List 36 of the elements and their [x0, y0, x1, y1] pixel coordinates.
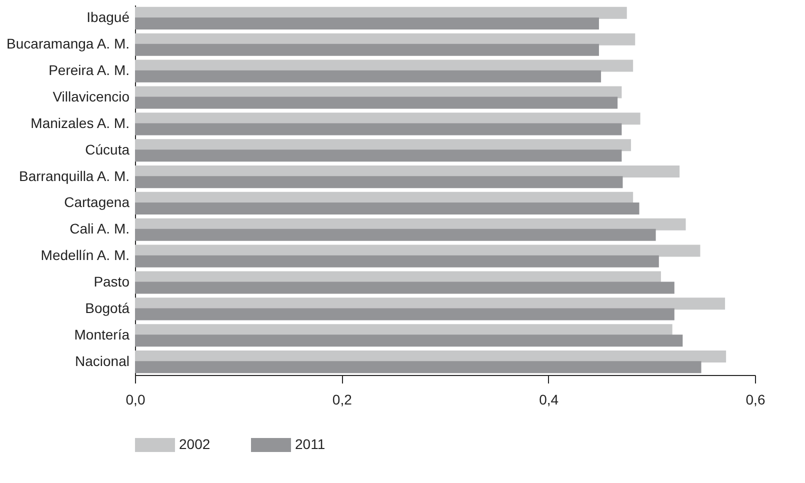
legend-label: 2011	[295, 436, 326, 452]
bar	[135, 334, 683, 347]
bar	[135, 361, 702, 374]
x-tick-label: 0,0	[126, 392, 146, 408]
y-tick-label: Montería	[74, 326, 130, 342]
x-tick-label: 0,2	[332, 392, 352, 408]
y-tick-label: Barranquilla A. M.	[19, 168, 130, 184]
bar	[135, 202, 640, 214]
y-tick-label: Bogotá	[85, 300, 130, 316]
bar	[135, 86, 622, 98]
y-tick-label: Pereira A. M.	[48, 62, 130, 78]
bar	[135, 18, 599, 30]
y-tick-label: Cartagena	[64, 194, 130, 210]
y-tick-label: Pasto	[94, 274, 130, 290]
bar	[135, 271, 661, 284]
bar	[135, 176, 623, 188]
bar	[135, 96, 618, 109]
x-tick-label: 0,6	[746, 392, 766, 408]
y-tick-label: Bucaramanga A. M.	[6, 36, 130, 52]
y-tick-label: Ibagué	[86, 9, 130, 26]
legend-label: 2002	[179, 436, 210, 452]
bar	[135, 228, 656, 241]
bar	[135, 70, 602, 82]
bar	[135, 308, 674, 320]
x-tick-label: 0,4	[539, 392, 559, 408]
y-tick-label: Cali A. M.	[70, 220, 130, 237]
y-tick-label: Nacional	[75, 352, 130, 369]
y-tick-label: Medellín A. M.	[40, 247, 130, 264]
y-tick-label: Cúcuta	[85, 141, 130, 158]
bar	[135, 123, 622, 136]
bar	[135, 44, 599, 56]
y-tick-label: Villavicencio	[52, 88, 130, 104]
y-tick-label: Manizales A. M.	[30, 114, 130, 131]
bar	[135, 255, 659, 268]
bar	[135, 282, 674, 294]
bar	[135, 150, 622, 162]
